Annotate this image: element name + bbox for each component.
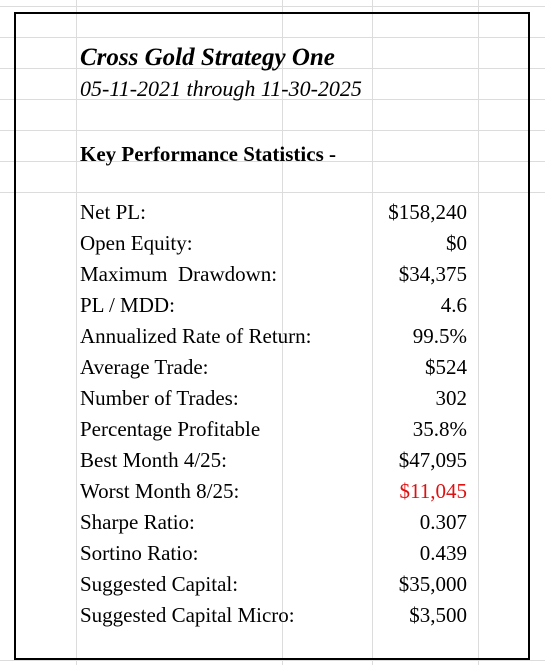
stat-value: $11,045 (399, 479, 467, 503)
stat-label: Suggested Capital: (80, 572, 239, 596)
stat-value: $524 (425, 355, 467, 379)
stat-value: $3,500 (409, 603, 467, 627)
stat-value: $158,240 (388, 200, 467, 224)
stat-value: $0 (446, 231, 467, 255)
stat-value: $35,000 (398, 572, 467, 596)
stat-label: Net PL: (80, 200, 146, 224)
stat-value: $47,095 (398, 448, 467, 472)
stat-label: Percentage Profitable (80, 417, 261, 441)
stat-value: 0.307 (419, 510, 467, 534)
section-heading: Key Performance Statistics - (80, 142, 336, 166)
stat-label: PL / MDD: (80, 293, 175, 317)
stat-value: 99.5% (412, 324, 467, 348)
stat-label: Suggested Capital Micro: (80, 603, 295, 627)
stat-value: 302 (435, 386, 468, 410)
stat-label: Open Equity: (80, 231, 193, 255)
stat-label: Maximum Drawdown: (80, 262, 278, 286)
stat-label: Average Trade: (80, 355, 209, 379)
stat-label: Worst Month 8/25: (80, 479, 240, 503)
stat-value: 0.439 (419, 541, 467, 565)
stat-label: Best Month 4/25: (80, 448, 228, 472)
title: Cross Gold Strategy One (80, 44, 335, 71)
stat-value: 4.6 (440, 293, 467, 317)
stat-label: Sharpe Ratio: (80, 510, 195, 534)
subtitle: 05-11-2021 through 11-30-2025 (80, 76, 362, 101)
stat-label: Annualized Rate of Return: (80, 324, 312, 348)
stat-value: $34,375 (398, 262, 467, 286)
stat-label: Number of Trades: (80, 386, 239, 410)
stats-frame (14, 12, 530, 660)
stat-label: Sortino Ratio: (80, 541, 199, 565)
stat-value: 35.8% (412, 417, 467, 441)
